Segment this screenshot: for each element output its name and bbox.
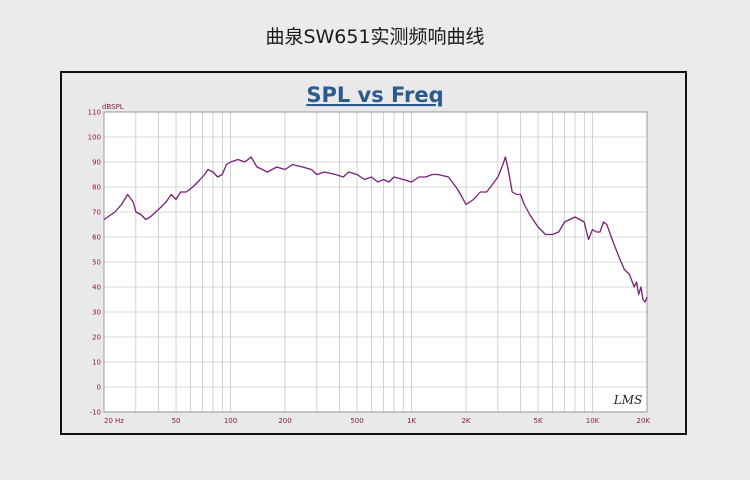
x-tick-label: 5K xyxy=(534,417,543,425)
spl-frequency-chart: SPL vs Freq dBSPL -10 0 10 20 30 40 50 60 70 80 90… xyxy=(88,83,651,426)
x-tick-label: 20K xyxy=(637,417,651,425)
x-tick-label: 200 xyxy=(278,417,291,425)
spl-curve-line xyxy=(103,156,648,303)
y-tick-label: 40 xyxy=(92,284,101,292)
x-tick-label: 20 xyxy=(104,417,113,425)
x-tick-label: 500 xyxy=(350,417,363,425)
y-tick-label: 10 xyxy=(92,359,101,367)
lms-watermark: LMS xyxy=(613,393,642,407)
chart-title: SPL vs Freq xyxy=(306,83,443,107)
x-tick-label: 1K xyxy=(407,417,416,425)
axis-ticks: -10 0 10 20 30 40 50 60 70 80 90 100 110 20 50 100 200 50… xyxy=(88,109,651,426)
series-layer xyxy=(103,156,648,303)
y-tick-label: 60 xyxy=(92,234,101,242)
y-tick-label: -10 xyxy=(90,409,101,417)
y-axis-label: dBSPL xyxy=(102,103,124,111)
x-tick-label: 2K xyxy=(461,417,470,425)
x-axis-unit-label: Hz xyxy=(115,417,124,425)
chart-frame: SPL vs Freq dBSPL -10 0 10 20 30 40 50 60 70 80 90… xyxy=(60,71,687,435)
y-tick-label: 80 xyxy=(92,184,101,192)
y-tick-label: 110 xyxy=(88,109,101,117)
x-tick-label: 10K xyxy=(586,417,600,425)
y-tick-label: 90 xyxy=(92,159,101,167)
y-tick-label: 70 xyxy=(92,209,101,217)
x-tick-label: 50 xyxy=(172,417,181,425)
y-tick-label: 50 xyxy=(92,259,101,267)
grid-lines xyxy=(103,111,648,413)
x-tick-label: 100 xyxy=(224,417,237,425)
y-tick-label: 100 xyxy=(88,134,101,142)
page-title: 曲泉SW651实测频响曲线 xyxy=(265,26,485,48)
y-tick-label: 20 xyxy=(92,334,101,342)
y-tick-label: 0 xyxy=(97,384,101,392)
y-tick-label: 30 xyxy=(92,309,101,317)
